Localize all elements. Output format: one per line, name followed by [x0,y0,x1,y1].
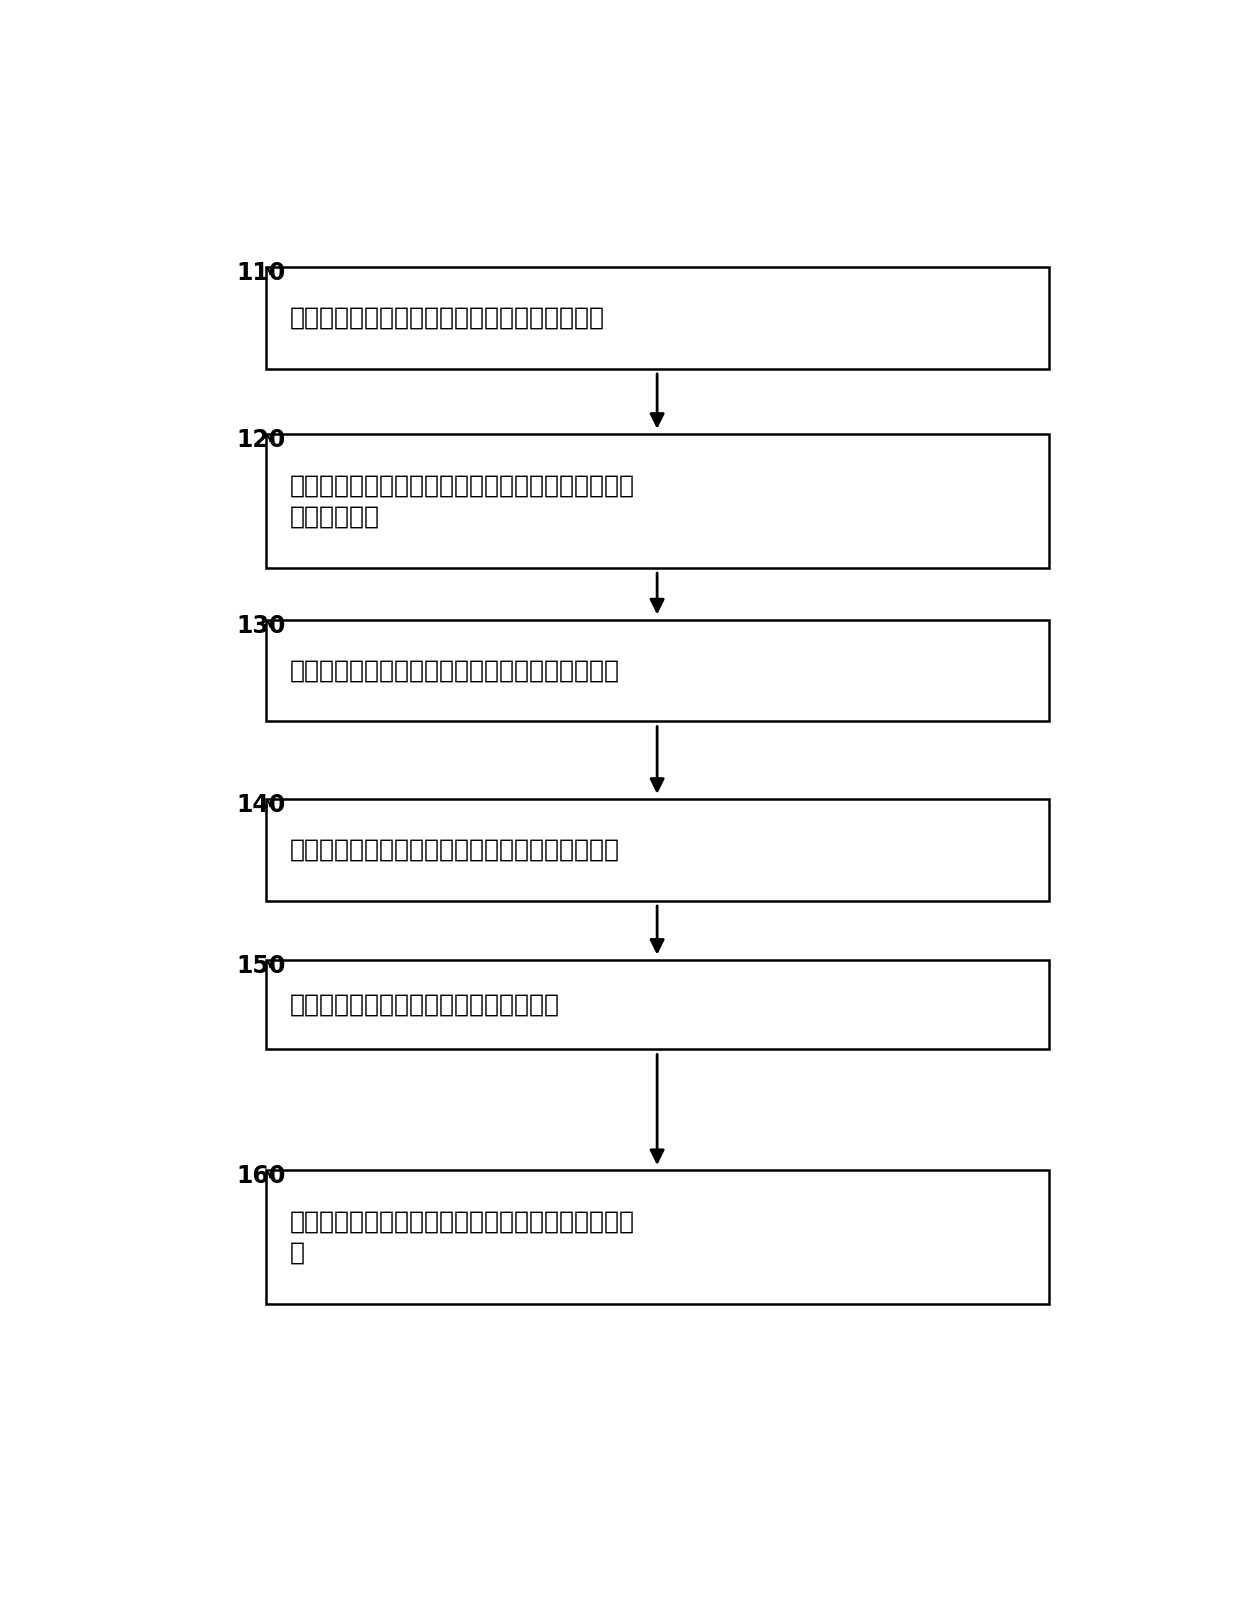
Text: 110: 110 [237,260,286,284]
Text: 120: 120 [237,427,286,452]
Bar [265,799,1049,900]
Text: 根据等效长度和变化面积计算出等效宽度: 根据等效长度和变化面积计算出等效宽度 [290,993,559,1017]
Text: 通过异或运算求出不同时间段免疫细胞的变化面积: 通过异或运算求出不同时间段免疫细胞的变化面积 [290,659,620,683]
Text: 进行边缘检测，并填充边缘内部空隙，以形成完整的
免疫细胞形状: 进行边缘检测，并填充边缘内部空隙，以形成完整的 免疫细胞形状 [290,472,635,529]
Text: 间断性获取包含免疫细胞在内的若干显微图像；: 间断性获取包含免疫细胞在内的若干显微图像； [290,305,605,329]
Text: 根据等效宽度和时间间隔计算免疫细胞运动变形的速
度: 根据等效宽度和时间间隔计算免疫细胞运动变形的速 度 [290,1210,635,1265]
Text: 160: 160 [237,1163,286,1188]
Text: 根据变化面积以及变化部分的周长，计算等效长度: 根据变化面积以及变化部分的周长，计算等效长度 [290,837,620,861]
Bar [265,434,1049,567]
Bar [265,1170,1049,1303]
Text: 150: 150 [237,955,286,977]
Bar [265,620,1049,722]
Bar [265,959,1049,1049]
Bar [265,267,1049,368]
Text: 130: 130 [237,614,286,638]
Text: 140: 140 [237,792,286,816]
